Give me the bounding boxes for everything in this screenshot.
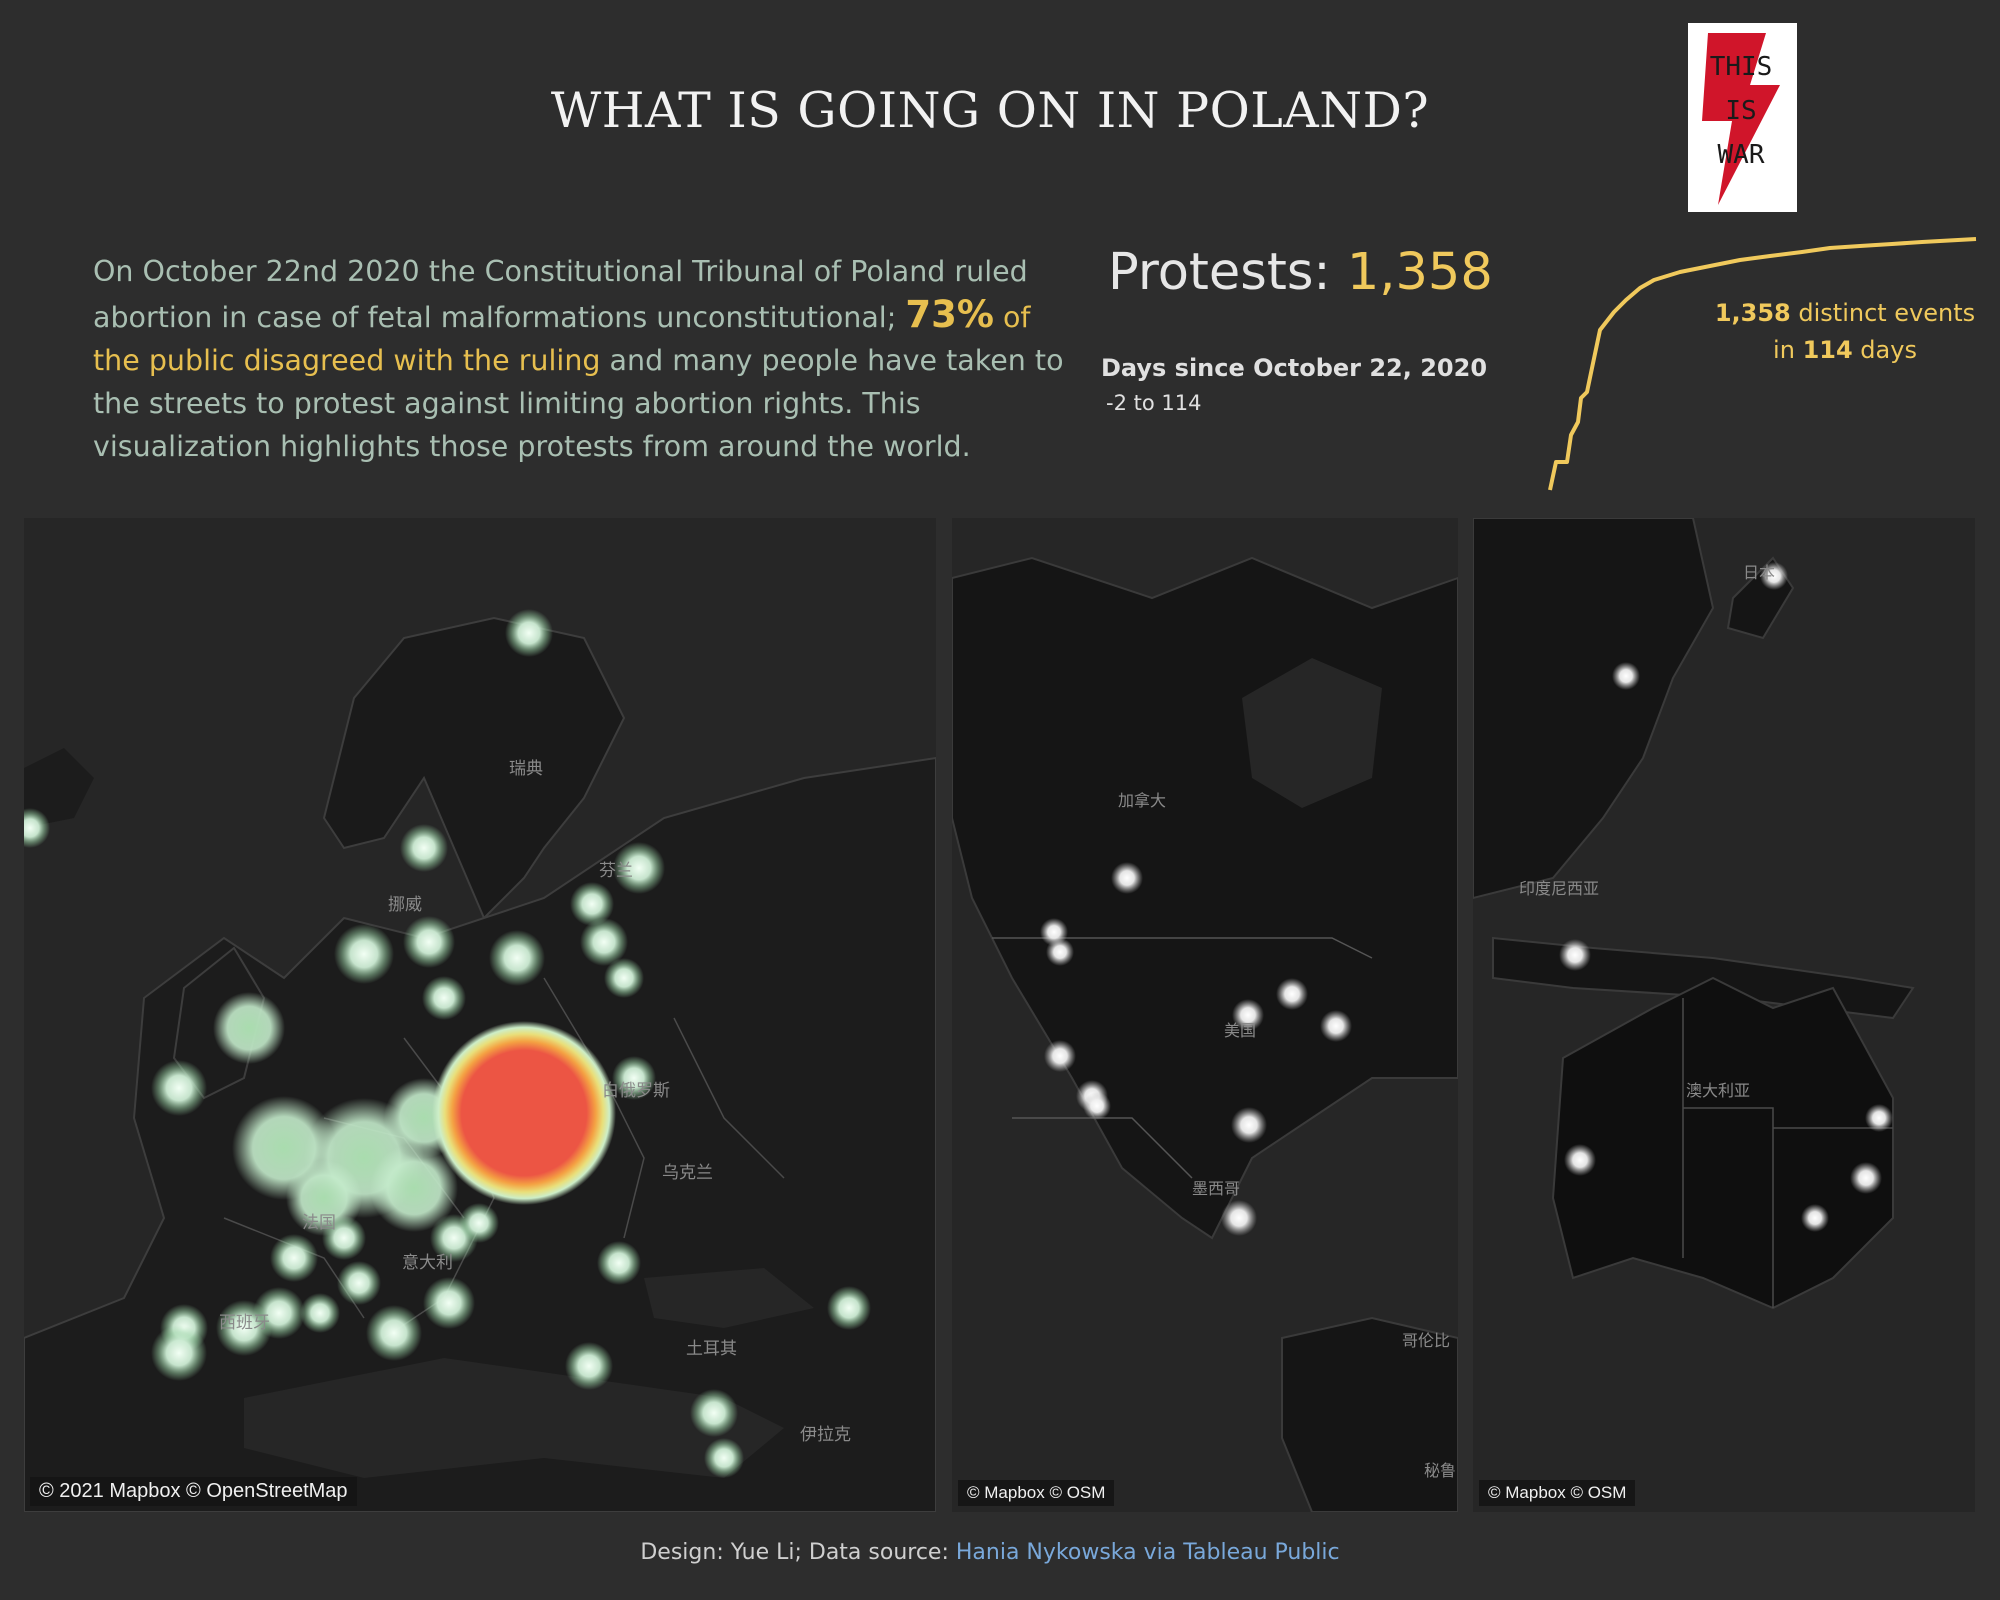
this-is-war-logo: THIS IS WAR [1688, 23, 1797, 212]
cumulative-sparkline [1548, 237, 1977, 491]
svg-text:法国: 法国 [302, 1213, 336, 1233]
asia-oceania-map[interactable]: 日本 印度尼西亚 澳大利亚 © Mapbox © OSM [1473, 518, 1975, 1512]
svg-text:乌克兰: 乌克兰 [662, 1163, 713, 1183]
protest-count-kpi: Protests: 1,358 [1108, 243, 1493, 302]
events-count: 1,358 [1714, 299, 1791, 327]
logo-word-1: THIS [1710, 52, 1773, 82]
protest-dots-americas [1040, 862, 1352, 1236]
americas-map[interactable]: 加拿大 美国 墨西哥 哥伦比 秘鲁 © Mapbox © OSM [952, 518, 1458, 1512]
events-text: distinct events [1790, 299, 1976, 327]
svg-text:加拿大: 加拿大 [1118, 791, 1166, 810]
svg-text:芬兰: 芬兰 [599, 861, 633, 881]
days-text: days [1852, 336, 1917, 364]
map-attribution[interactable]: © Mapbox © OSM [1479, 1480, 1636, 1506]
days-filter-range[interactable]: -2 to 114 [1106, 391, 1202, 415]
map-attribution[interactable]: © Mapbox © OSM [958, 1480, 1115, 1506]
border-lines [992, 937, 1373, 1179]
dashboard-title: WHAT IS GOING ON IN POLAND? [550, 82, 1430, 139]
protest-heat-spots [24, 609, 871, 1478]
water-mediterranean [244, 1358, 784, 1478]
intro-highlight: of the public disagreed with the ruling [93, 301, 1031, 377]
footer-credits: Design: Yue Li; Data source: Hania Nykow… [0, 1540, 1980, 1565]
svg-text:秘鲁: 秘鲁 [1424, 1461, 1456, 1480]
svg-text:印度尼西亚: 印度尼西亚 [1519, 879, 1599, 898]
water-black-sea [644, 1268, 814, 1328]
kpi-value: 1,358 [1346, 243, 1493, 302]
europe-country-labels: 瑞典 挪威 芬兰 白俄罗斯 乌克兰 法国 意大利 西班牙 土耳其 伊拉克 [219, 759, 851, 1445]
land-east-asia [1473, 518, 1715, 900]
svg-text:哥伦比: 哥伦比 [1402, 1331, 1450, 1350]
intro-paragraph: On October 22nd 2020 the Constitutional … [93, 250, 1083, 468]
sparkline-line [1548, 237, 1977, 491]
asia-country-labels: 日本 印度尼西亚 澳大利亚 [1519, 563, 1775, 1100]
svg-text:墨西哥: 墨西哥 [1192, 1179, 1240, 1198]
logo-word-3: WAR [1718, 140, 1765, 170]
days-filter-label[interactable]: Days since October 22, 2020 [1101, 354, 1488, 382]
svg-text:挪威: 挪威 [388, 895, 422, 915]
in-text: in [1773, 336, 1803, 364]
logo-word-2: IS [1725, 96, 1756, 126]
svg-text:澳大利亚: 澳大利亚 [1686, 1081, 1750, 1100]
svg-text:土耳其: 土耳其 [686, 1339, 737, 1359]
svg-text:瑞典: 瑞典 [509, 759, 543, 779]
percent-highlight: 73% [905, 293, 994, 336]
lightning-bolt-icon: THIS IS WAR [1702, 33, 1780, 205]
svg-text:伊拉克: 伊拉克 [800, 1425, 851, 1445]
intro-text-1: On October 22nd 2020 the Constitutional … [93, 255, 1028, 334]
sparkline-annotation: 1,358 distinct events in 114 days [1700, 295, 1990, 369]
europe-heatmap[interactable]: 瑞典 挪威 芬兰 白俄罗斯 乌克兰 法国 意大利 西班牙 土耳其 伊拉克 © 2… [24, 518, 936, 1512]
footer-design: Design: Yue Li; Data source: [640, 1540, 956, 1565]
data-source-link[interactable]: Hania Nykowska via Tableau Public [955, 1540, 1340, 1565]
svg-text:白俄罗斯: 白俄罗斯 [602, 1081, 670, 1101]
americas-country-labels: 加拿大 美国 墨西哥 哥伦比 秘鲁 [1118, 791, 1456, 1480]
svg-text:美国: 美国 [1224, 1021, 1256, 1040]
water-hudson-bay [1242, 658, 1382, 808]
svg-text:日本: 日本 [1743, 563, 1775, 582]
land-iceland [24, 748, 94, 828]
protest-dots-asia-oceania [1559, 562, 1893, 1232]
svg-text:意大利: 意大利 [402, 1253, 453, 1273]
land-south-america [1281, 1316, 1458, 1512]
kpi-label: Protests: [1108, 243, 1347, 302]
map-attribution[interactable]: © 2021 Mapbox © OpenStreetMap [30, 1477, 357, 1506]
svg-text:西班牙: 西班牙 [219, 1313, 270, 1333]
intro-text-2: and many people have taken to the street… [93, 344, 1064, 463]
days-count: 114 [1802, 336, 1853, 364]
